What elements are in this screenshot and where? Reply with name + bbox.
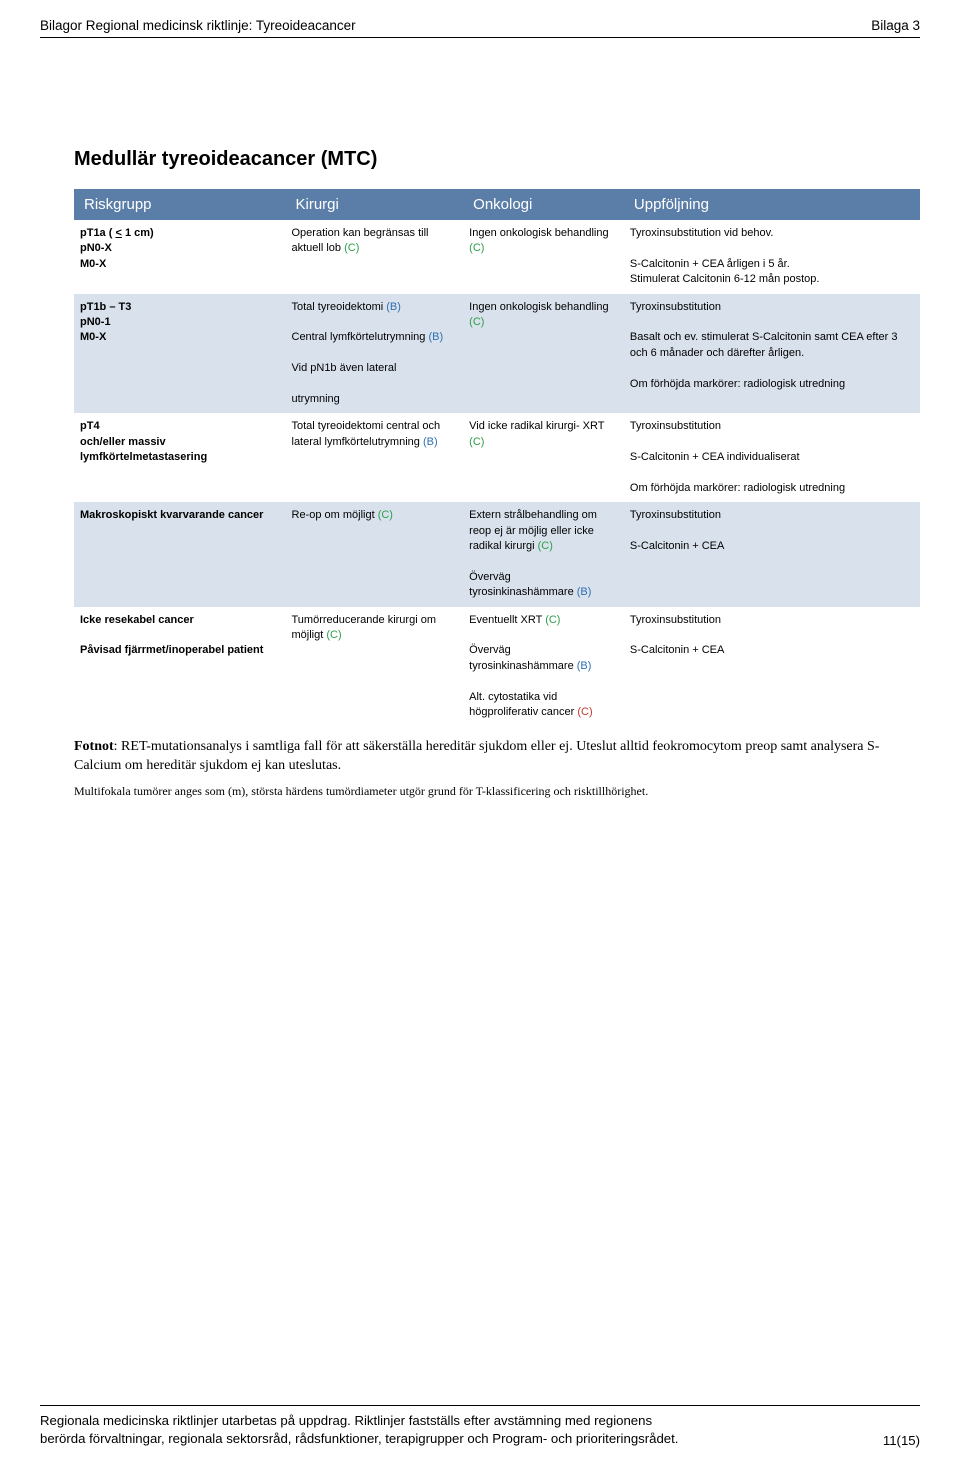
col-uppfoljning: Uppföljning: [624, 189, 920, 220]
cell-uppfoljning: Tyroxinsubstitution vid behov.S-Calciton…: [624, 220, 920, 294]
main-table: Riskgrupp Kirurgi Onkologi Uppföljning p…: [74, 189, 920, 726]
cell-uppfoljning: TyroxinsubstitutionS-Calcitonin + CEA in…: [624, 413, 920, 502]
cell-uppfoljning: TyroxinsubstitutionBasalt och ev. stimul…: [624, 294, 920, 414]
table-row: Icke resekabel cancerPåvisad fjärrmet/in…: [74, 607, 920, 727]
cell-onkologi: Vid icke radikal kirurgi- XRT (C): [463, 413, 624, 502]
cell-onkologi: Ingen onkologisk behandling (C): [463, 294, 624, 414]
col-riskgrupp: Riskgrupp: [74, 189, 286, 220]
cell-kirurgi: Total tyreoidektomi (B)Central lymfkörte…: [286, 294, 464, 414]
cell-kirurgi: Total tyreoidektomi central och lateral …: [286, 413, 464, 502]
footer-line-1: Regionala medicinska riktlinjer utarbeta…: [40, 1412, 920, 1430]
table-body: pT1a ( < 1 cm)pN0-XM0-XOperation kan beg…: [74, 220, 920, 726]
table-row: Makroskopiskt kvarvarande cancerRe-op om…: [74, 502, 920, 606]
cell-kirurgi: Re-op om möjligt (C): [286, 502, 464, 606]
footnote-1: Fotnot: RET-mutationsanalys i samtliga f…: [74, 738, 920, 776]
footer-line-2: berörda förvaltningar, regionala sektors…: [40, 1430, 883, 1448]
page-number: 11(15): [883, 1433, 920, 1448]
cell-onkologi: Ingen onkologisk behandling (C): [463, 220, 624, 294]
cell-kirurgi: Tumörreducerande kirurgi om möjligt (C): [286, 607, 464, 727]
cell-riskgrupp: pT1a ( < 1 cm)pN0-XM0-X: [74, 220, 286, 294]
cell-uppfoljning: TyroxinsubstitutionS-Calcitonin + CEA: [624, 502, 920, 606]
content-area: Medullär tyreoideacancer (MTC) Riskgrupp…: [40, 148, 920, 799]
cell-riskgrupp: Icke resekabel cancerPåvisad fjärrmet/in…: [74, 607, 286, 727]
table-row: pT4och/eller massiv lymfkörtelmetastaser…: [74, 413, 920, 502]
page-header: Bilagor Regional medicinsk riktlinje: Ty…: [40, 18, 920, 33]
cell-kirurgi: Operation kan begränsas till aktuell lob…: [286, 220, 464, 294]
page-footer: Regionala medicinska riktlinjer utarbeta…: [40, 1395, 920, 1448]
header-left: Bilagor Regional medicinsk riktlinje: Ty…: [40, 18, 356, 33]
table-header: Riskgrupp Kirurgi Onkologi Uppföljning: [74, 189, 920, 220]
table-row: pT1a ( < 1 cm)pN0-XM0-XOperation kan beg…: [74, 220, 920, 294]
cell-riskgrupp: pT1b – T3pN0-1M0-X: [74, 294, 286, 414]
header-rule: [40, 37, 920, 38]
col-onkologi: Onkologi: [463, 189, 624, 220]
col-kirurgi: Kirurgi: [286, 189, 464, 220]
header-right: Bilaga 3: [871, 18, 920, 33]
cell-riskgrupp: Makroskopiskt kvarvarande cancer: [74, 502, 286, 606]
footnote-2: Multifokala tumörer anges som (m), störs…: [74, 784, 920, 799]
footnote-1-text: : RET-mutationsanalys i samtliga fall fö…: [74, 739, 879, 773]
footer-rule: [40, 1405, 920, 1406]
cell-onkologi: Eventuellt XRT (C)Överväg tyrosinkinashä…: [463, 607, 624, 727]
table-row: pT1b – T3pN0-1M0-XTotal tyreoidektomi (B…: [74, 294, 920, 414]
cell-onkologi: Extern strålbehandling om reop ej är möj…: [463, 502, 624, 606]
footnote-label: Fotnot: [74, 739, 114, 754]
cell-riskgrupp: pT4och/eller massiv lymfkörtelmetastaser…: [74, 413, 286, 502]
title: Medullär tyreoideacancer (MTC): [74, 148, 920, 171]
cell-uppfoljning: TyroxinsubstitutionS-Calcitonin + CEA: [624, 607, 920, 727]
